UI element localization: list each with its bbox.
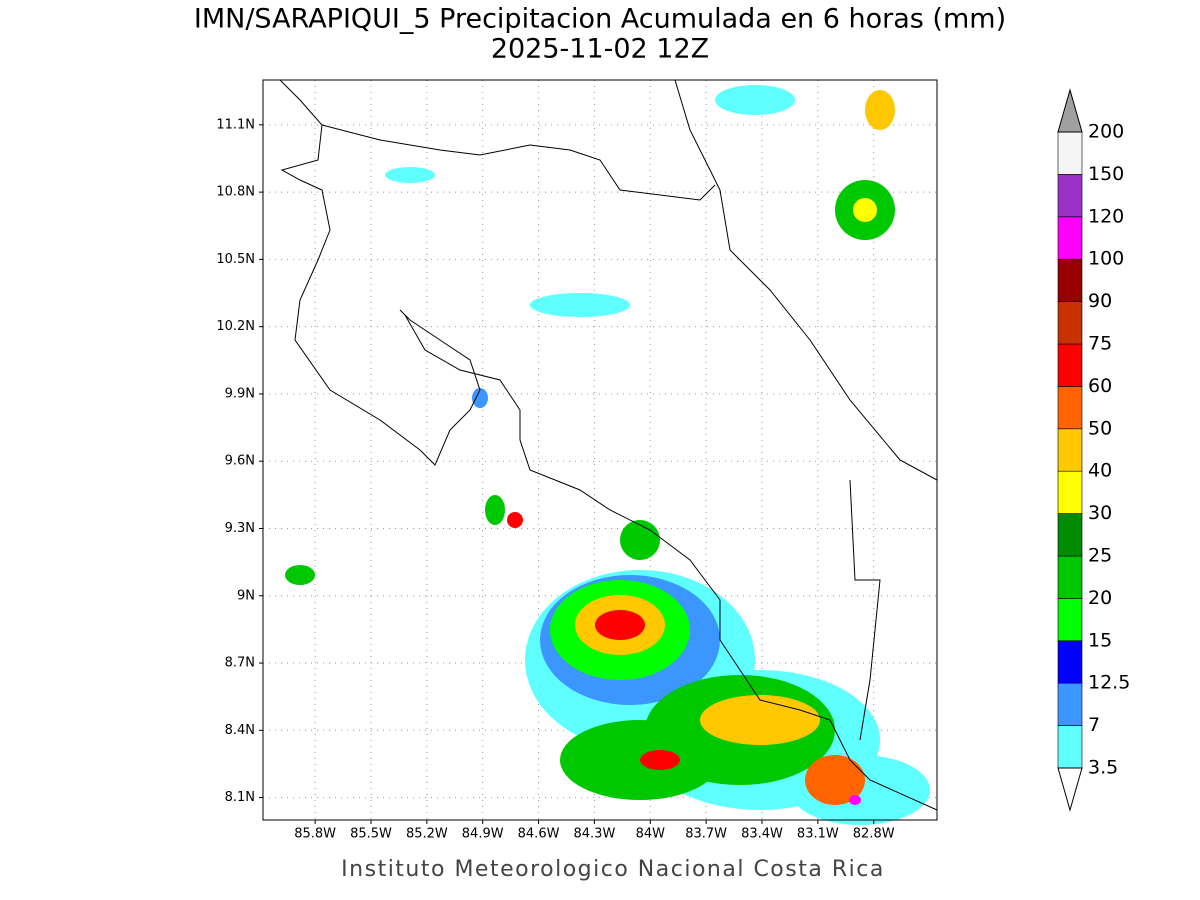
colorbar-label: 50 <box>1088 417 1112 439</box>
colorbar-label: 150 <box>1088 163 1124 185</box>
colorbar-label: 90 <box>1088 290 1112 312</box>
colorbar-segment <box>1057 258 1083 302</box>
colorbar-label: 25 <box>1088 545 1112 567</box>
y-tick-label: 8.7N <box>225 656 255 671</box>
colorbar-segment <box>1057 131 1083 175</box>
colorbar-label: 30 <box>1088 502 1112 524</box>
colorbar-segment <box>1057 470 1083 514</box>
colorbar-segment <box>1057 386 1083 430</box>
x-tick-label: 84W <box>636 827 666 842</box>
colorbar-label: 100 <box>1088 248 1124 270</box>
y-tick-label: 9.9N <box>225 386 255 401</box>
colorbar-segment <box>1057 216 1083 260</box>
x-tick-label: 83.1W <box>797 827 839 842</box>
map-frame <box>262 79 938 821</box>
colorbar-segment <box>1057 682 1083 726</box>
colorbar-segment <box>1057 174 1083 218</box>
colorbar-under-arrow <box>1057 767 1083 812</box>
x-tick-label: 84.9W <box>462 827 504 842</box>
colorbar-label: 12.5 <box>1088 672 1130 694</box>
colorbar-label: 20 <box>1088 587 1112 609</box>
colorbar-segment <box>1057 725 1083 769</box>
colorbar: 3.5 7 12.5 15 20 25 30 40 50 60 75 90 100 120 150 200 <box>1057 88 1130 812</box>
colorbar-segment <box>1057 301 1083 345</box>
coastlines <box>279 79 938 811</box>
colorbar-segment <box>1057 343 1083 387</box>
y-tick-label: 11.1N <box>216 117 255 132</box>
colorbar-label: 7 <box>1088 714 1100 736</box>
colorbar-over-arrow <box>1057 88 1083 133</box>
x-tick-label: 85.2W <box>406 827 448 842</box>
colorbar-segment <box>1057 640 1083 684</box>
colorbar-label: 200 <box>1088 121 1124 143</box>
footer: Instituto Meteorologico Nacional Costa R… <box>341 857 885 882</box>
colorbar-segment <box>1057 428 1083 472</box>
x-tick-label: 85.5W <box>350 827 392 842</box>
colorbar-label: 120 <box>1088 205 1124 227</box>
colorbar-segment <box>1057 513 1083 557</box>
x-tick-label: 84.3W <box>574 827 616 842</box>
map-area <box>262 79 938 825</box>
colorbar-label: 3.5 <box>1088 757 1118 779</box>
x-tick-label: 82.8W <box>853 827 895 842</box>
y-tick-label: 8.4N <box>225 723 255 738</box>
colorbar-segment <box>1057 598 1083 642</box>
y-tick-label: 9N <box>237 588 255 603</box>
title: IMN/SARAPIQUI_5 Precipitacion Acumulada … <box>194 4 1006 35</box>
colorbar-label: 75 <box>1088 333 1112 355</box>
y-tick-label: 10.2N <box>216 319 255 334</box>
x-tick-label: 83.7W <box>685 827 727 842</box>
x-tick-label: 85.8W <box>294 827 336 842</box>
precipitation <box>285 85 930 825</box>
colorbar-label: 15 <box>1088 629 1112 651</box>
x-tick-label: 83.4W <box>741 827 783 842</box>
colorbar-label: 40 <box>1088 460 1112 482</box>
colorbar-label: 60 <box>1088 375 1112 397</box>
colorbar-segment <box>1057 555 1083 599</box>
y-tick-label: 8.1N <box>225 790 255 805</box>
y-tick-label: 10.5N <box>216 252 255 267</box>
y-tick-label: 9.3N <box>225 521 255 536</box>
y-tick-label: 9.6N <box>225 454 255 469</box>
subtitle: 2025-11-02 12Z <box>491 34 709 65</box>
y-tick-label: 10.8N <box>216 185 255 200</box>
x-tick-label: 84.6W <box>518 827 560 842</box>
